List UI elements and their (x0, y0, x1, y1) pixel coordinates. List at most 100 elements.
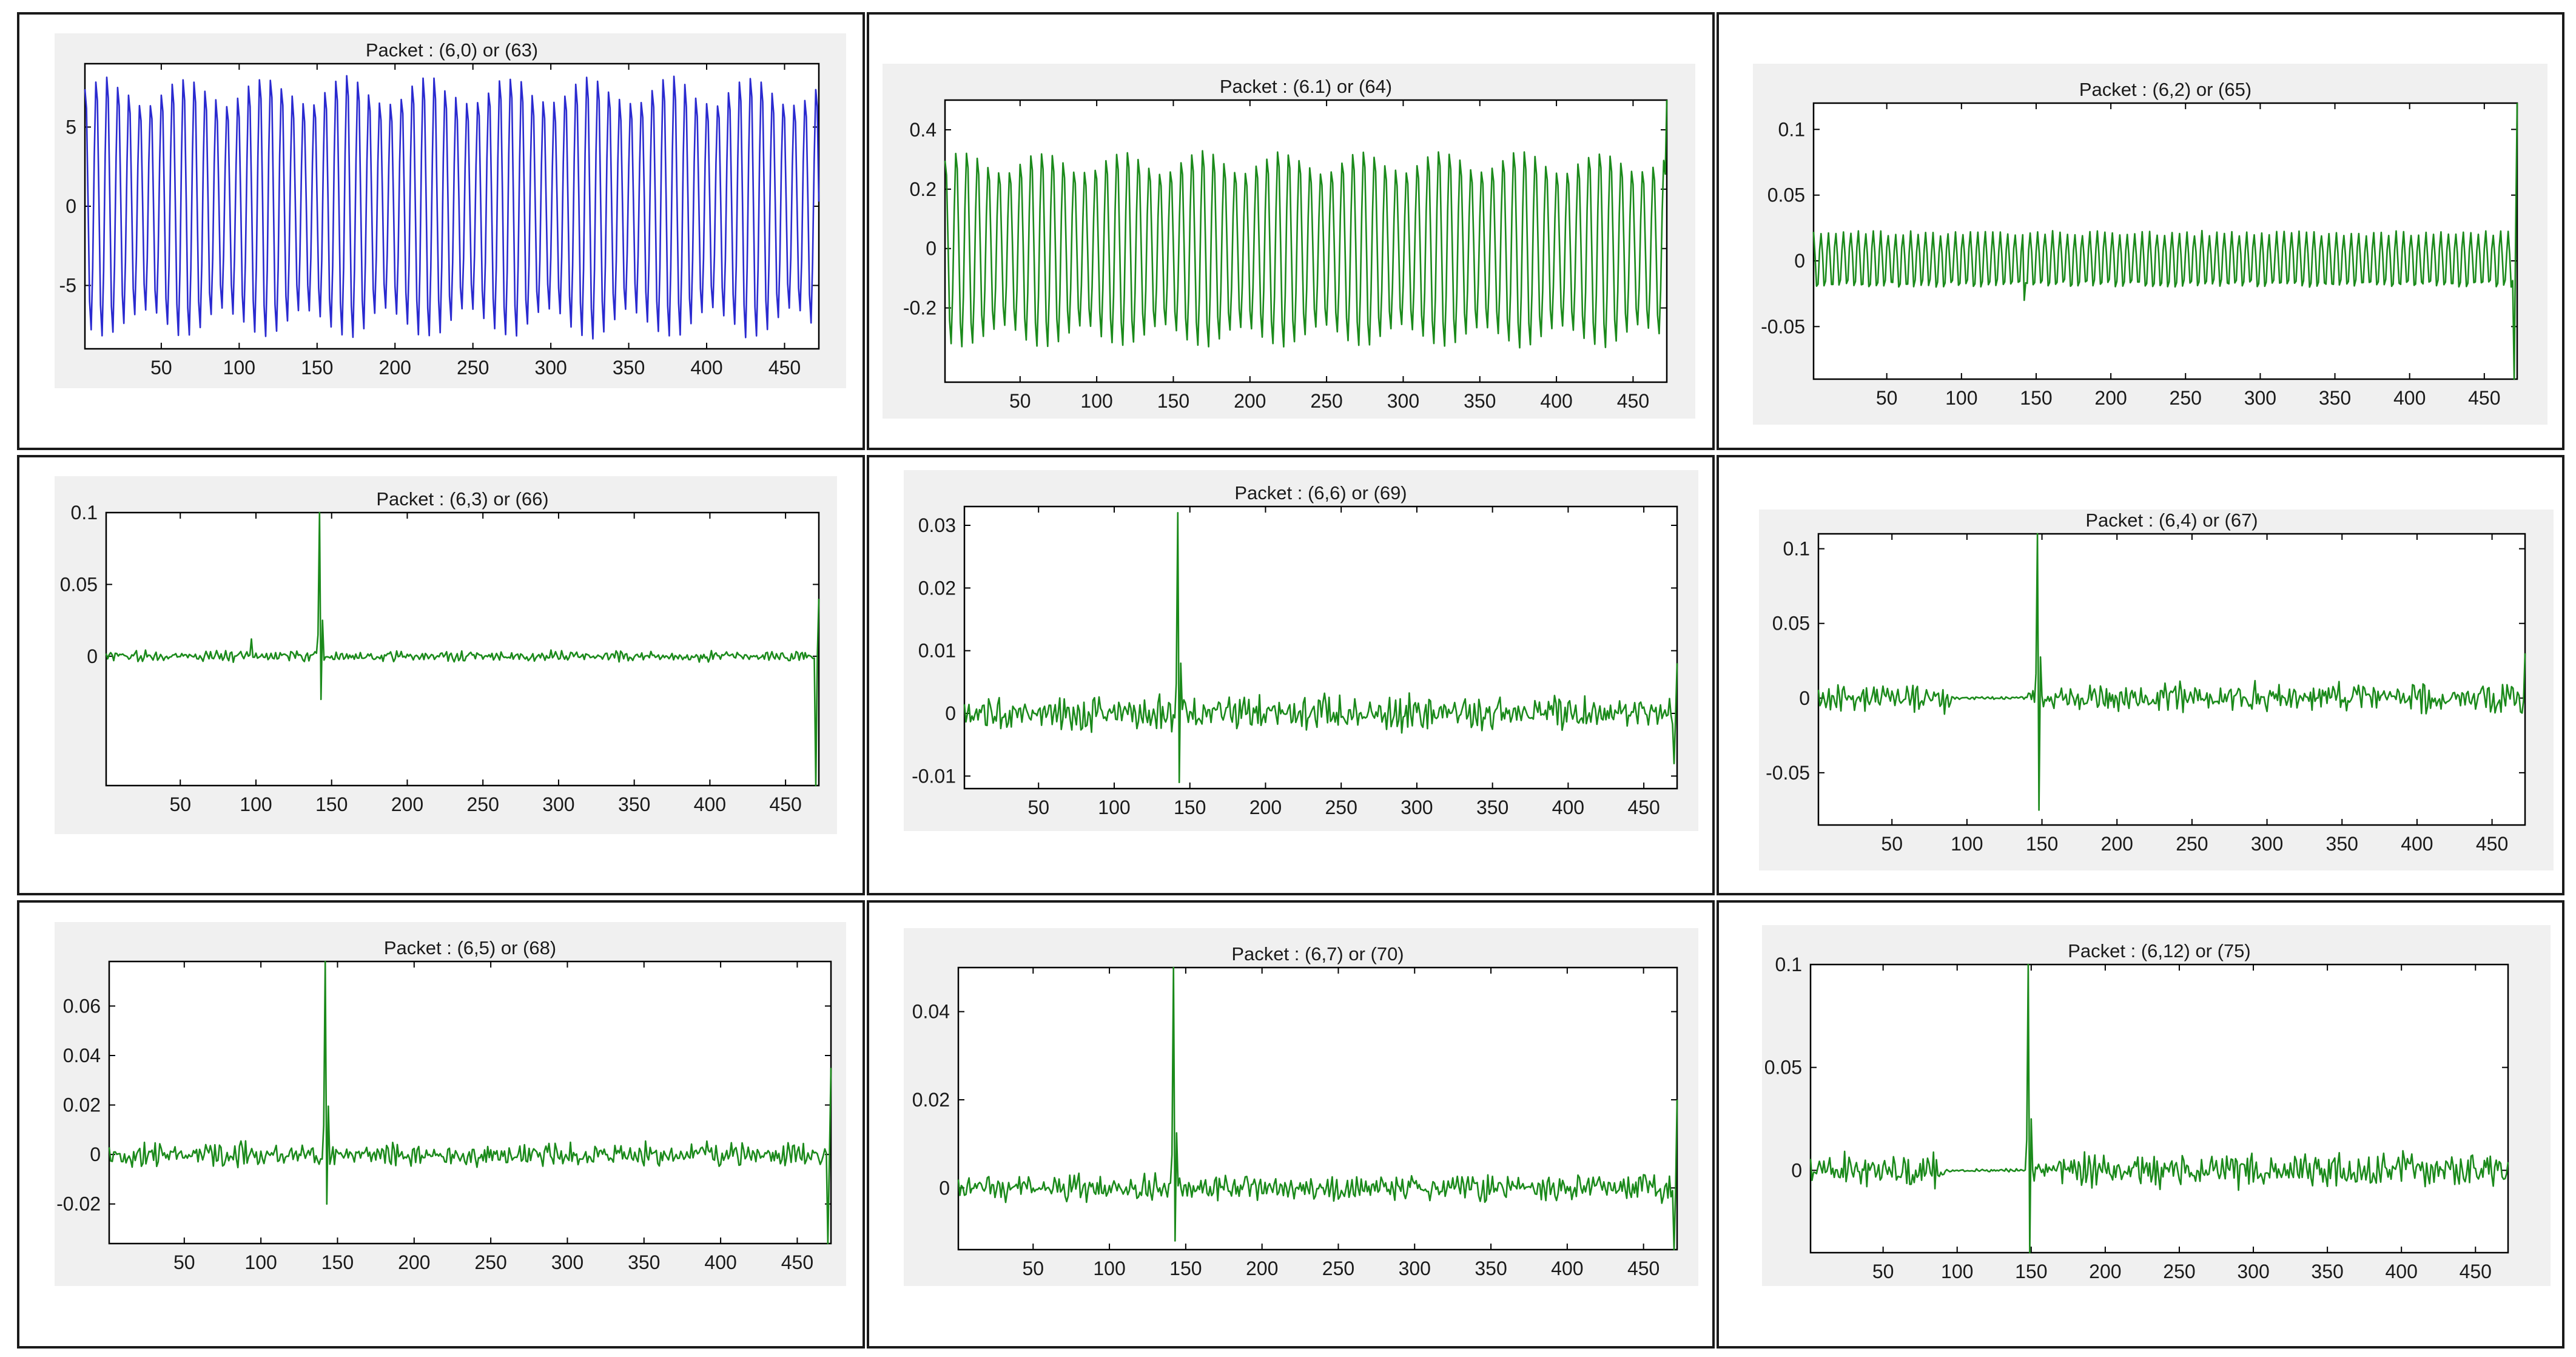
x-tick-label: 100 (223, 357, 255, 379)
x-tick-label: 100 (1093, 1258, 1125, 1279)
y-tick-label: 0 (87, 645, 98, 667)
x-tick-label: 450 (1617, 390, 1649, 412)
chart-title: Packet : (6,2) or (65) (2079, 79, 2251, 100)
x-tick-label: 150 (2020, 387, 2052, 409)
x-tick-label: 450 (2476, 833, 2508, 855)
axes-box (105, 511, 820, 787)
y-tick-label: 0.05 (1764, 1057, 1802, 1079)
x-tick-label: 100 (240, 793, 272, 815)
packet-panel-8: Packet : (6,7) or (70) 50 100 150 200 250 300 3… (867, 900, 1715, 1349)
x-tick-label: 300 (534, 357, 567, 379)
signal-line (108, 960, 832, 1245)
x-tick-label: 400 (694, 793, 726, 815)
x-tick-label: 150 (301, 357, 333, 379)
x-tick-label: 150 (1174, 796, 1206, 818)
signal-line (1812, 103, 2518, 380)
x-tick-label: 50 (1022, 1258, 1044, 1279)
chart-title: Packet : (6,3) or (66) (376, 488, 548, 510)
x-tick-label: 350 (1476, 796, 1508, 818)
axes-box (944, 99, 1668, 383)
y-tick-label: 0 (1799, 687, 1810, 709)
y-tick-label: -0.05 (1766, 762, 1810, 784)
x-tick-label: 50 (1872, 1261, 1894, 1282)
chart-title: Packet : (6,4) or (67) (2085, 510, 2258, 531)
x-tick-label: 250 (1322, 1258, 1354, 1279)
x-tick-label: 450 (769, 793, 801, 815)
x-tick-label: 50 (1876, 387, 1898, 409)
x-tick-label: 50 (150, 357, 172, 379)
x-tick-label: 100 (1098, 796, 1130, 818)
x-tick-label: 50 (1009, 390, 1031, 412)
x-tick-label: 150 (321, 1251, 354, 1273)
x-tick-label: 350 (628, 1251, 660, 1273)
x-tick-label: 300 (2244, 387, 2276, 409)
x-tick-label: 200 (2089, 1261, 2121, 1282)
signal-line (963, 512, 1678, 783)
x-tick-label: 300 (2251, 833, 2283, 855)
x-tick-label: 250 (2170, 387, 2202, 409)
packet-panel-7: Packet : (6,5) or (68) 50 100 150 200 250 300 3… (17, 900, 865, 1349)
y-tick-label: 0.03 (918, 514, 956, 536)
x-tick-label: 250 (1310, 390, 1342, 412)
y-tick-label: 0 (1794, 250, 1805, 272)
y-tick-label: 0.04 (63, 1045, 101, 1066)
x-tick-label: 150 (1169, 1258, 1202, 1279)
x-tick-label: 100 (1941, 1261, 1973, 1282)
signal-line (105, 511, 820, 787)
x-tick-label: 150 (2026, 833, 2058, 855)
y-tick-label: 0.1 (71, 502, 98, 524)
x-tick-label: 250 (1325, 796, 1357, 818)
packet-panel-9: Packet : (6,12) or (75) 50 100 150 200 250 300… (1717, 900, 2564, 1349)
chart-title: Packet : (6,12) or (75) (2068, 940, 2251, 961)
packet-panel-2: Packet : (6.1) or (64) 50 100 150 200 250 300 3… (867, 12, 1715, 450)
chart-title: Packet : (6,7) or (70) (1231, 943, 1404, 965)
x-tick-label: 200 (398, 1251, 430, 1273)
y-tick-label: 0.06 (63, 995, 101, 1017)
x-tick-label: 300 (542, 793, 574, 815)
x-tick-label: 300 (1401, 796, 1433, 818)
x-tick-label: 400 (690, 357, 722, 379)
x-tick-label: 450 (781, 1251, 813, 1273)
x-tick-label: 450 (768, 357, 801, 379)
y-tick-label: 0.1 (1778, 118, 1805, 140)
y-tick-label: 0 (1791, 1159, 1802, 1181)
x-tick-label: 350 (2311, 1261, 2343, 1282)
y-tick-label: 0.05 (1767, 184, 1805, 206)
x-tick-label: 450 (1627, 1258, 1660, 1279)
x-tick-label: 400 (1551, 1258, 1583, 1279)
axes-box (957, 966, 1678, 1251)
y-tick-label: 0.1 (1775, 954, 1802, 975)
chart-title: Packet : (6,6) or (69) (1234, 482, 1407, 503)
y-tick-label: -0.01 (912, 765, 956, 787)
y-tick-label: 0 (939, 1177, 950, 1199)
x-tick-label: 350 (613, 357, 645, 379)
signal-line (1817, 533, 2526, 811)
x-tick-label: 150 (2015, 1261, 2047, 1282)
y-tick-label: 0.04 (912, 1001, 950, 1023)
x-tick-label: 200 (1249, 796, 1282, 818)
x-tick-label: 200 (2101, 833, 2133, 855)
x-tick-label: 300 (1387, 390, 1419, 412)
x-tick-label: 350 (2326, 833, 2358, 855)
x-tick-label: 100 (1945, 387, 1977, 409)
y-tick-label: 0.02 (918, 577, 956, 599)
x-tick-label: 250 (474, 1251, 506, 1273)
x-tick-label: 200 (2094, 387, 2127, 409)
x-tick-label: 150 (1157, 390, 1189, 412)
y-tick-label: -0.2 (903, 297, 937, 319)
y-tick-label: 0 (90, 1143, 101, 1165)
packet-panel-6: Packet : (6,4) or (67) 50 100 150 200 250 300 3… (1717, 455, 2564, 895)
x-tick-label: 400 (704, 1251, 736, 1273)
x-tick-label: 250 (466, 793, 499, 815)
y-tick-label: -5 (59, 275, 76, 297)
x-tick-label: 400 (2386, 1261, 2418, 1282)
packet-panel-5: Packet : (6,6) or (69) 50 100 150 200 250 300 3… (867, 455, 1715, 895)
y-tick-label: 0.2 (910, 178, 937, 200)
x-tick-label: 450 (2468, 387, 2500, 409)
x-tick-label: 150 (315, 793, 348, 815)
axes-box (1817, 533, 2526, 826)
x-tick-label: 200 (391, 793, 423, 815)
x-tick-label: 400 (1552, 796, 1584, 818)
x-tick-label: 250 (2163, 1261, 2195, 1282)
